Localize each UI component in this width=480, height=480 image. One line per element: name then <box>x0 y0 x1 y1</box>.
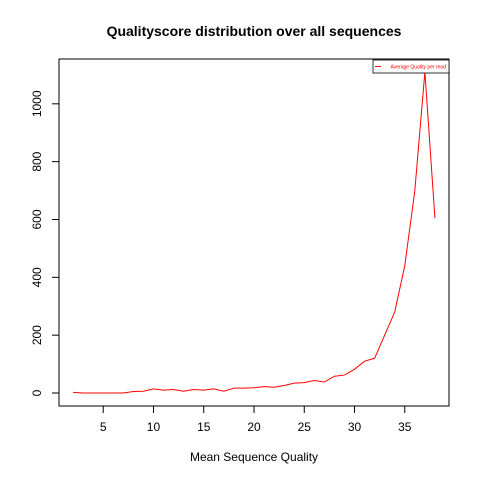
y-axis: 0 200 400 600 800 1000 <box>30 90 59 396</box>
x-axis: 5 10 15 20 25 30 35 <box>100 406 412 434</box>
x-tick-label: 15 <box>197 420 211 434</box>
x-tick-label: 30 <box>348 420 362 434</box>
x-axis-label: Mean Sequence Quality <box>190 450 318 464</box>
legend-label: Average Quality per read <box>391 65 447 71</box>
y-tick-label: 200 <box>30 325 44 345</box>
x-tick-label: 35 <box>398 420 412 434</box>
x-tick-label: 25 <box>298 420 312 434</box>
y-tick-label: 600 <box>30 209 44 229</box>
x-tick-label: 20 <box>247 420 261 434</box>
y-tick-label: 0 <box>30 389 44 396</box>
y-tick-label: 1000 <box>30 90 44 117</box>
x-tick-label: 10 <box>147 420 161 434</box>
series-line <box>73 71 436 394</box>
legend: Average Quality per read <box>372 59 450 74</box>
x-tick-label: 5 <box>100 420 107 434</box>
y-tick-label: 800 <box>30 151 44 171</box>
y-tick-label: 400 <box>30 267 44 287</box>
chart-title: Qualityscore distribution over all seque… <box>107 23 402 39</box>
legend-box <box>372 59 450 74</box>
series-layer <box>73 71 436 394</box>
